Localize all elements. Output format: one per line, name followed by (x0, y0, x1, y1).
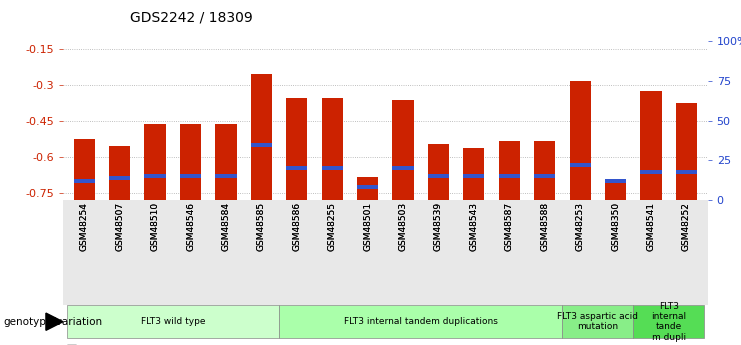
Bar (180, 124, 201, 200)
Bar (357, 177, 378, 200)
Bar (640, 169, 662, 174)
Text: GSM48587: GSM48587 (505, 202, 514, 251)
Text: GSM48585: GSM48585 (257, 202, 266, 251)
Bar (216, 124, 236, 200)
Bar (570, 163, 591, 167)
Bar (393, 100, 413, 200)
Text: GSM48501: GSM48501 (363, 202, 372, 251)
Bar (250, 74, 272, 200)
Bar (144, 124, 166, 200)
Text: FLT3 internal tandem duplications: FLT3 internal tandem duplications (344, 317, 498, 326)
Text: FLT3 wild type: FLT3 wild type (141, 317, 205, 326)
Bar (428, 144, 449, 200)
Text: GSM48539: GSM48539 (434, 202, 443, 251)
Text: GSM48588: GSM48588 (540, 202, 549, 251)
Text: GSM48253: GSM48253 (576, 202, 585, 251)
Text: GSM48252: GSM48252 (682, 202, 691, 251)
Bar (534, 141, 555, 200)
Bar (499, 174, 520, 178)
Bar (250, 142, 272, 147)
Text: GSM48541: GSM48541 (646, 202, 656, 251)
Bar (676, 103, 697, 200)
Text: GSM48539: GSM48539 (434, 202, 443, 251)
Bar (357, 185, 378, 189)
Text: GSM48253: GSM48253 (576, 202, 585, 251)
Bar (534, 174, 555, 178)
Bar (322, 166, 343, 170)
Text: GSM48255: GSM48255 (328, 202, 336, 251)
Text: GSM48584: GSM48584 (222, 202, 230, 251)
Text: GSM48510: GSM48510 (150, 202, 159, 251)
Bar (605, 179, 626, 183)
Text: genotype/variation: genotype/variation (4, 317, 103, 327)
Text: GSM48587: GSM48587 (505, 202, 514, 251)
Bar (73, 179, 95, 183)
Text: GSM48584: GSM48584 (222, 202, 230, 251)
Text: GSM48254: GSM48254 (80, 202, 89, 251)
Bar (109, 146, 130, 200)
Text: GSM48503: GSM48503 (399, 202, 408, 251)
Bar (570, 81, 591, 200)
Bar (286, 98, 308, 200)
Text: GSM48350: GSM48350 (611, 202, 620, 251)
Text: GSM48254: GSM48254 (80, 202, 89, 251)
Text: GSM48350: GSM48350 (611, 202, 620, 251)
Bar (144, 174, 166, 178)
Text: GSM48588: GSM48588 (540, 202, 549, 251)
Text: GSM48501: GSM48501 (363, 202, 372, 251)
Text: GSM48586: GSM48586 (292, 202, 302, 251)
Text: FLT3 aspartic acid
mutation: FLT3 aspartic acid mutation (557, 312, 638, 332)
Text: GSM48507: GSM48507 (115, 202, 124, 251)
Bar (640, 91, 662, 200)
Text: GSM48543: GSM48543 (469, 202, 479, 251)
Text: GSM48586: GSM48586 (292, 202, 302, 251)
Bar (463, 148, 485, 200)
Text: GSM48503: GSM48503 (399, 202, 408, 251)
Text: GSM48543: GSM48543 (469, 202, 479, 251)
Bar (216, 174, 236, 178)
Bar (286, 166, 308, 170)
Bar (676, 169, 697, 174)
Bar (499, 141, 520, 200)
Text: GSM48255: GSM48255 (328, 202, 336, 251)
Bar (180, 174, 201, 178)
Text: GSM48546: GSM48546 (186, 202, 195, 251)
Bar (463, 174, 485, 178)
Bar (73, 139, 95, 200)
Text: GSM48252: GSM48252 (682, 202, 691, 251)
Text: FLT3
internal
tande
m dupli: FLT3 internal tande m dupli (651, 302, 686, 342)
Text: GSM48541: GSM48541 (646, 202, 656, 251)
Bar (322, 98, 343, 200)
Bar (605, 182, 626, 200)
Text: GSM48585: GSM48585 (257, 202, 266, 251)
Text: GDS2242 / 18309: GDS2242 / 18309 (130, 10, 253, 24)
Text: GSM48510: GSM48510 (150, 202, 159, 251)
Bar (109, 176, 130, 180)
Bar (428, 174, 449, 178)
Text: GSM48507: GSM48507 (115, 202, 124, 251)
Bar (393, 166, 413, 170)
Text: GSM48546: GSM48546 (186, 202, 195, 251)
